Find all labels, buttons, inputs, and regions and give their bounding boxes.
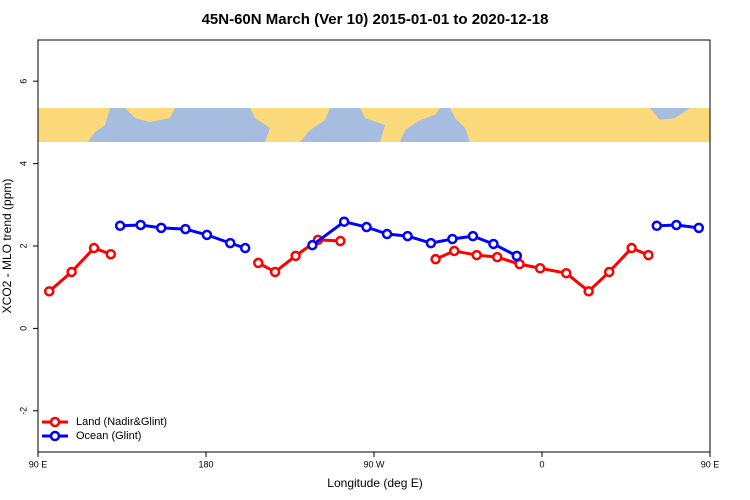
point	[603, 266, 615, 278]
point	[534, 262, 546, 274]
point	[269, 266, 281, 278]
point	[253, 257, 264, 269]
point	[671, 219, 682, 231]
point	[626, 242, 637, 254]
point	[239, 242, 251, 254]
y-tick-label: 6	[18, 79, 28, 84]
y-tick-label: 0	[18, 326, 28, 331]
x-axis-label: Longitude (deg E)	[327, 476, 422, 490]
point	[88, 242, 100, 254]
legend-label: Land (Nadir&Glint)	[76, 416, 167, 428]
point	[43, 286, 55, 297]
point	[491, 251, 503, 263]
point	[514, 258, 525, 270]
point	[105, 248, 117, 260]
point	[467, 230, 479, 242]
map-band	[38, 108, 710, 142]
y-tick-label: 4	[18, 161, 28, 166]
point	[155, 222, 167, 234]
point	[290, 250, 301, 262]
point	[381, 228, 393, 240]
point	[66, 266, 77, 278]
point	[471, 249, 482, 261]
series-line	[48, 238, 649, 294]
point	[425, 237, 437, 249]
chart-title: 45N-60N March (Ver 10) 2015-01-01 to 202…	[202, 11, 549, 28]
point	[651, 220, 663, 232]
x-tick-label: 90 W	[363, 459, 385, 469]
point	[180, 223, 191, 235]
y-tick-label: -2	[18, 407, 28, 415]
point	[135, 219, 146, 231]
legend-label: Ocean (Glint)	[76, 430, 141, 442]
point	[447, 233, 458, 245]
point	[307, 239, 318, 251]
point	[449, 245, 460, 257]
legend-marker	[49, 416, 61, 428]
point	[511, 250, 523, 262]
legend-marker	[49, 430, 61, 442]
point	[643, 249, 654, 261]
point	[583, 286, 594, 297]
x-tick-label: 90 E	[29, 459, 48, 469]
point	[693, 222, 705, 234]
point	[488, 238, 499, 250]
plot-frame	[37, 39, 711, 453]
x-tick-label: 0	[539, 459, 544, 469]
point	[225, 237, 236, 249]
point	[201, 229, 213, 241]
y-axis-label: XCO2 - MLO trend (ppm)	[0, 179, 14, 314]
x-tick-label: 180	[198, 459, 213, 469]
point	[114, 220, 126, 232]
y-tick-label: 2	[18, 243, 28, 248]
point	[561, 267, 572, 279]
x-tick-label: 90 E	[701, 459, 720, 469]
point	[335, 235, 346, 247]
point	[338, 216, 350, 227]
point	[402, 230, 413, 242]
point	[430, 253, 441, 265]
point	[361, 221, 372, 233]
